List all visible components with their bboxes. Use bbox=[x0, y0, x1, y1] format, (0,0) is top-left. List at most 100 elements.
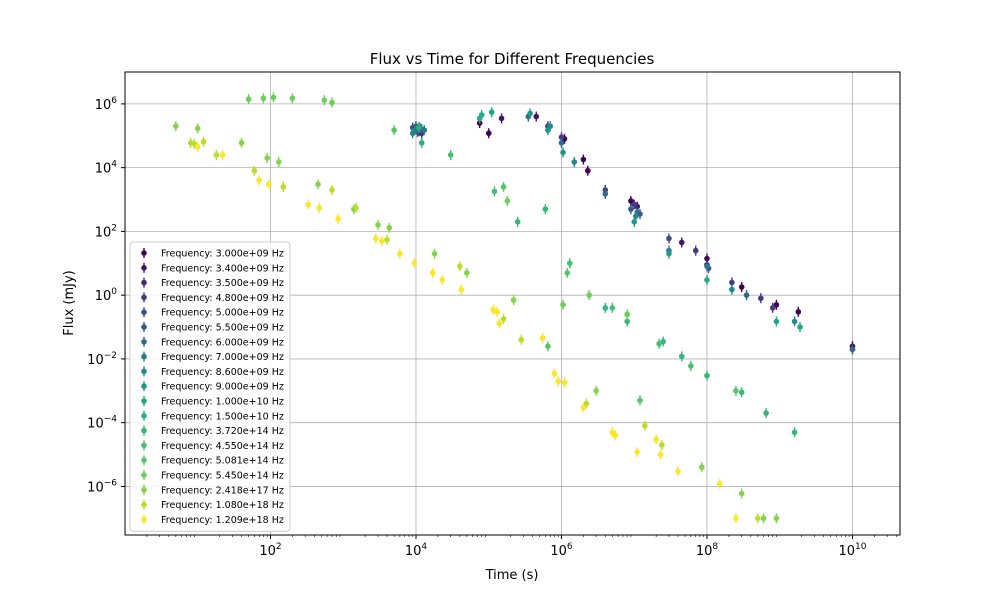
data-point bbox=[560, 301, 566, 308]
data-point bbox=[173, 123, 179, 129]
data-point bbox=[760, 515, 767, 522]
chart-title: Flux vs Time for Different Frequencies bbox=[370, 50, 655, 68]
data-point bbox=[729, 279, 735, 286]
legend-label: Frequency: 5.450e+14 Hz bbox=[161, 471, 284, 482]
x-tick-label: 106 bbox=[550, 542, 573, 559]
legend-entry: Frequency: 6.000e+09 Hz bbox=[141, 336, 284, 348]
data-point bbox=[624, 311, 630, 318]
y-tick-label: 100 bbox=[95, 287, 118, 304]
data-point bbox=[571, 159, 578, 165]
legend: Frequency: 3.000e+09 Hz Frequency: 3.400e… bbox=[129, 241, 291, 532]
data-point bbox=[797, 324, 803, 330]
data-point bbox=[416, 124, 422, 131]
data-point bbox=[375, 222, 381, 228]
data-point bbox=[738, 490, 745, 497]
data-point bbox=[580, 404, 587, 411]
legend-label: Frequency: 3.000e+09 Hz bbox=[161, 249, 284, 260]
data-point bbox=[514, 219, 521, 225]
data-point bbox=[642, 422, 648, 429]
legend-label: Frequency: 7.000e+09 Hz bbox=[161, 352, 284, 363]
data-point bbox=[488, 109, 495, 115]
data-point bbox=[704, 372, 710, 379]
data-point bbox=[256, 177, 263, 184]
legend-marker bbox=[141, 368, 147, 375]
data-point bbox=[260, 95, 267, 102]
y-axis-title: Flux (mJy) bbox=[62, 270, 77, 336]
data-point bbox=[704, 277, 710, 283]
legend-entry: Frequency: 5.000e+09 Hz bbox=[141, 307, 284, 319]
legend-entry: Frequency: 7.000e+09 Hz bbox=[141, 351, 284, 363]
legend-label: Frequency: 8.600e+09 Hz bbox=[161, 367, 284, 378]
legend-label: Frequency: 4.800e+09 Hz bbox=[161, 293, 284, 304]
data-point bbox=[583, 400, 590, 407]
data-point bbox=[245, 96, 252, 103]
data-point bbox=[494, 309, 500, 315]
data-point bbox=[602, 305, 609, 311]
legend-marker bbox=[141, 324, 147, 330]
data-point bbox=[386, 224, 393, 231]
data-point bbox=[335, 215, 341, 222]
legend-marker bbox=[141, 442, 147, 449]
plot-frame bbox=[124, 71, 901, 536]
data-point bbox=[251, 167, 258, 174]
legend-marker bbox=[141, 339, 147, 345]
legend-label: Frequency: 2.418e+17 Hz bbox=[161, 485, 284, 496]
legend-label: Frequency: 5.081e+14 Hz bbox=[161, 456, 284, 467]
legend-marker bbox=[141, 457, 147, 464]
data-point bbox=[558, 140, 565, 146]
legend-entry: Frequency: 3.720e+14 Hz bbox=[141, 425, 284, 437]
legend-entry: Frequency: 1.080e+18 Hz bbox=[141, 499, 284, 511]
y-tick-label: 10−4 bbox=[87, 415, 117, 432]
data-point bbox=[769, 305, 776, 311]
data-point bbox=[391, 127, 397, 133]
data-point bbox=[409, 130, 416, 137]
data-point bbox=[200, 138, 207, 145]
data-point bbox=[194, 125, 201, 132]
data-point bbox=[564, 270, 571, 276]
legend-marker bbox=[141, 250, 147, 256]
y-tick-label: 104 bbox=[95, 160, 118, 177]
data-point bbox=[397, 250, 403, 257]
data-point bbox=[586, 292, 592, 298]
data-point bbox=[628, 206, 634, 212]
data-point bbox=[738, 284, 745, 290]
data-point bbox=[602, 191, 609, 197]
legend-label: Frequency: 9.000e+09 Hz bbox=[161, 382, 284, 393]
legend-label: Frequency: 3.720e+14 Hz bbox=[161, 426, 284, 437]
legend-marker bbox=[141, 279, 147, 286]
data-point bbox=[270, 94, 277, 101]
x-tick-label: 104 bbox=[405, 542, 428, 559]
legend-marker bbox=[141, 383, 147, 390]
data-point bbox=[637, 397, 643, 404]
data-point bbox=[533, 113, 540, 120]
data-point bbox=[733, 515, 739, 522]
legend-entry: Frequency: 1.209e+18 Hz bbox=[141, 514, 284, 526]
data-point bbox=[496, 320, 503, 327]
data-point bbox=[558, 134, 565, 141]
data-point bbox=[316, 205, 323, 211]
data-point bbox=[238, 140, 245, 146]
data-point bbox=[504, 198, 511, 204]
data-point bbox=[659, 442, 665, 448]
legend-marker bbox=[141, 294, 147, 301]
data-point bbox=[545, 343, 551, 350]
data-point bbox=[704, 263, 710, 270]
data-point bbox=[439, 277, 446, 283]
data-point bbox=[447, 152, 454, 158]
legend-label: Frequency: 5.500e+09 Hz bbox=[161, 323, 284, 334]
data-point bbox=[498, 115, 505, 122]
legend-entry: Frequency: 8.600e+09 Hz bbox=[141, 366, 284, 378]
legend-marker bbox=[141, 501, 147, 508]
x-tick-label: 102 bbox=[259, 542, 281, 559]
data-point bbox=[379, 238, 385, 244]
data-point bbox=[795, 309, 802, 315]
data-point bbox=[429, 270, 436, 276]
data-point bbox=[329, 99, 335, 106]
data-point bbox=[743, 292, 750, 298]
legend-marker bbox=[141, 472, 147, 478]
data-point bbox=[384, 236, 390, 243]
data-point bbox=[791, 429, 798, 436]
legend-box bbox=[129, 241, 291, 532]
data-point bbox=[560, 149, 566, 156]
legend-label: Frequency: 1.000e+10 Hz bbox=[161, 397, 284, 408]
